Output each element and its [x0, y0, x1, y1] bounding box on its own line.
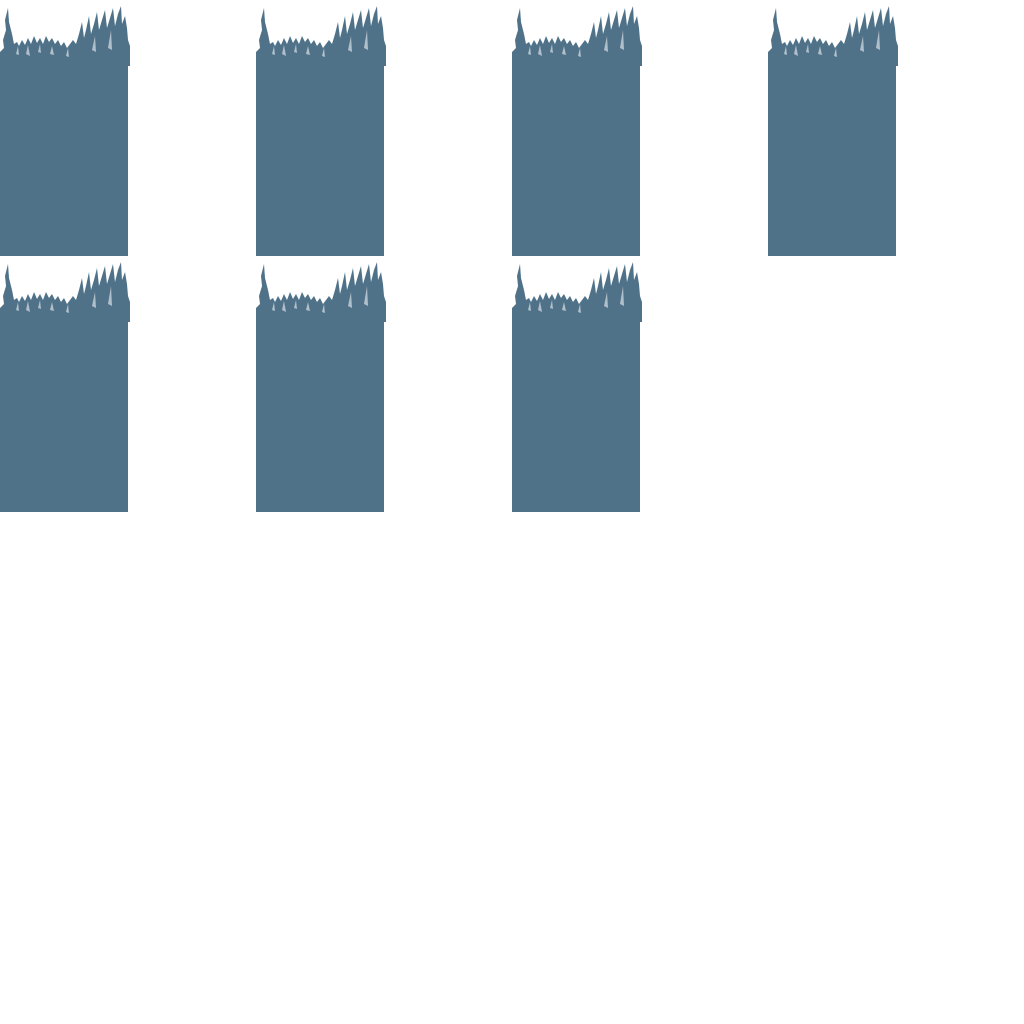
grass-tile-1 — [0, 0, 130, 256]
grass-tile-icon — [512, 256, 642, 512]
grass-tile-5 — [0, 256, 130, 512]
grass-tile-3 — [512, 0, 642, 256]
grass-tile-icon — [512, 0, 642, 256]
grass-tile-2 — [256, 0, 386, 256]
grass-tile-icon — [256, 256, 386, 512]
grass-tile-icon — [256, 0, 386, 256]
grass-tile-icon — [0, 0, 130, 256]
grass-tile-6 — [256, 256, 386, 512]
grass-tile-icon — [0, 256, 130, 512]
grass-tile-icon — [768, 0, 898, 256]
grass-tile-7 — [512, 256, 642, 512]
grass-tile-4 — [768, 0, 898, 256]
